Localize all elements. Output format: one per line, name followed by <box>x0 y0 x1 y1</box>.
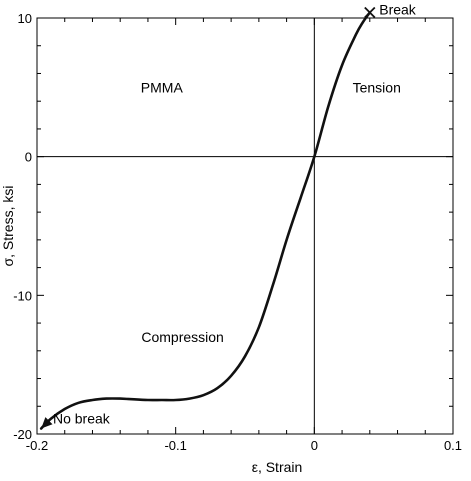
y-tick-label: 0 <box>25 150 32 165</box>
plot-layer: -0.2 -0.1 0 0.1 -20 -10 0 10 PMMA Tension Compress… <box>13 2 462 453</box>
no-break-arrowhead <box>41 417 53 429</box>
annotation-tension: Tension <box>353 79 401 95</box>
x-tick-label: -0.1 <box>164 438 186 453</box>
plot-frame <box>36 17 454 435</box>
y-axis-title: σ, Stress, ksi <box>0 186 16 267</box>
y-tick-label: -10 <box>13 288 32 303</box>
y-tick-label: 10 <box>18 11 32 26</box>
break-marker <box>364 6 376 19</box>
annotation-break: Break <box>379 2 417 18</box>
x-tick-label: 0 <box>311 438 318 453</box>
x-tick-label: 0.1 <box>444 438 462 453</box>
annotation-pmma: PMMA <box>141 79 184 95</box>
y-tick-label: -20 <box>13 427 32 442</box>
x-tick-label: -0.2 <box>26 438 48 453</box>
annotation-no-break: No break <box>53 411 111 427</box>
x-axis-title: ε, Strain <box>252 459 303 475</box>
stress-strain-curve <box>39 11 372 430</box>
annotation-compression: Compression <box>141 329 223 345</box>
